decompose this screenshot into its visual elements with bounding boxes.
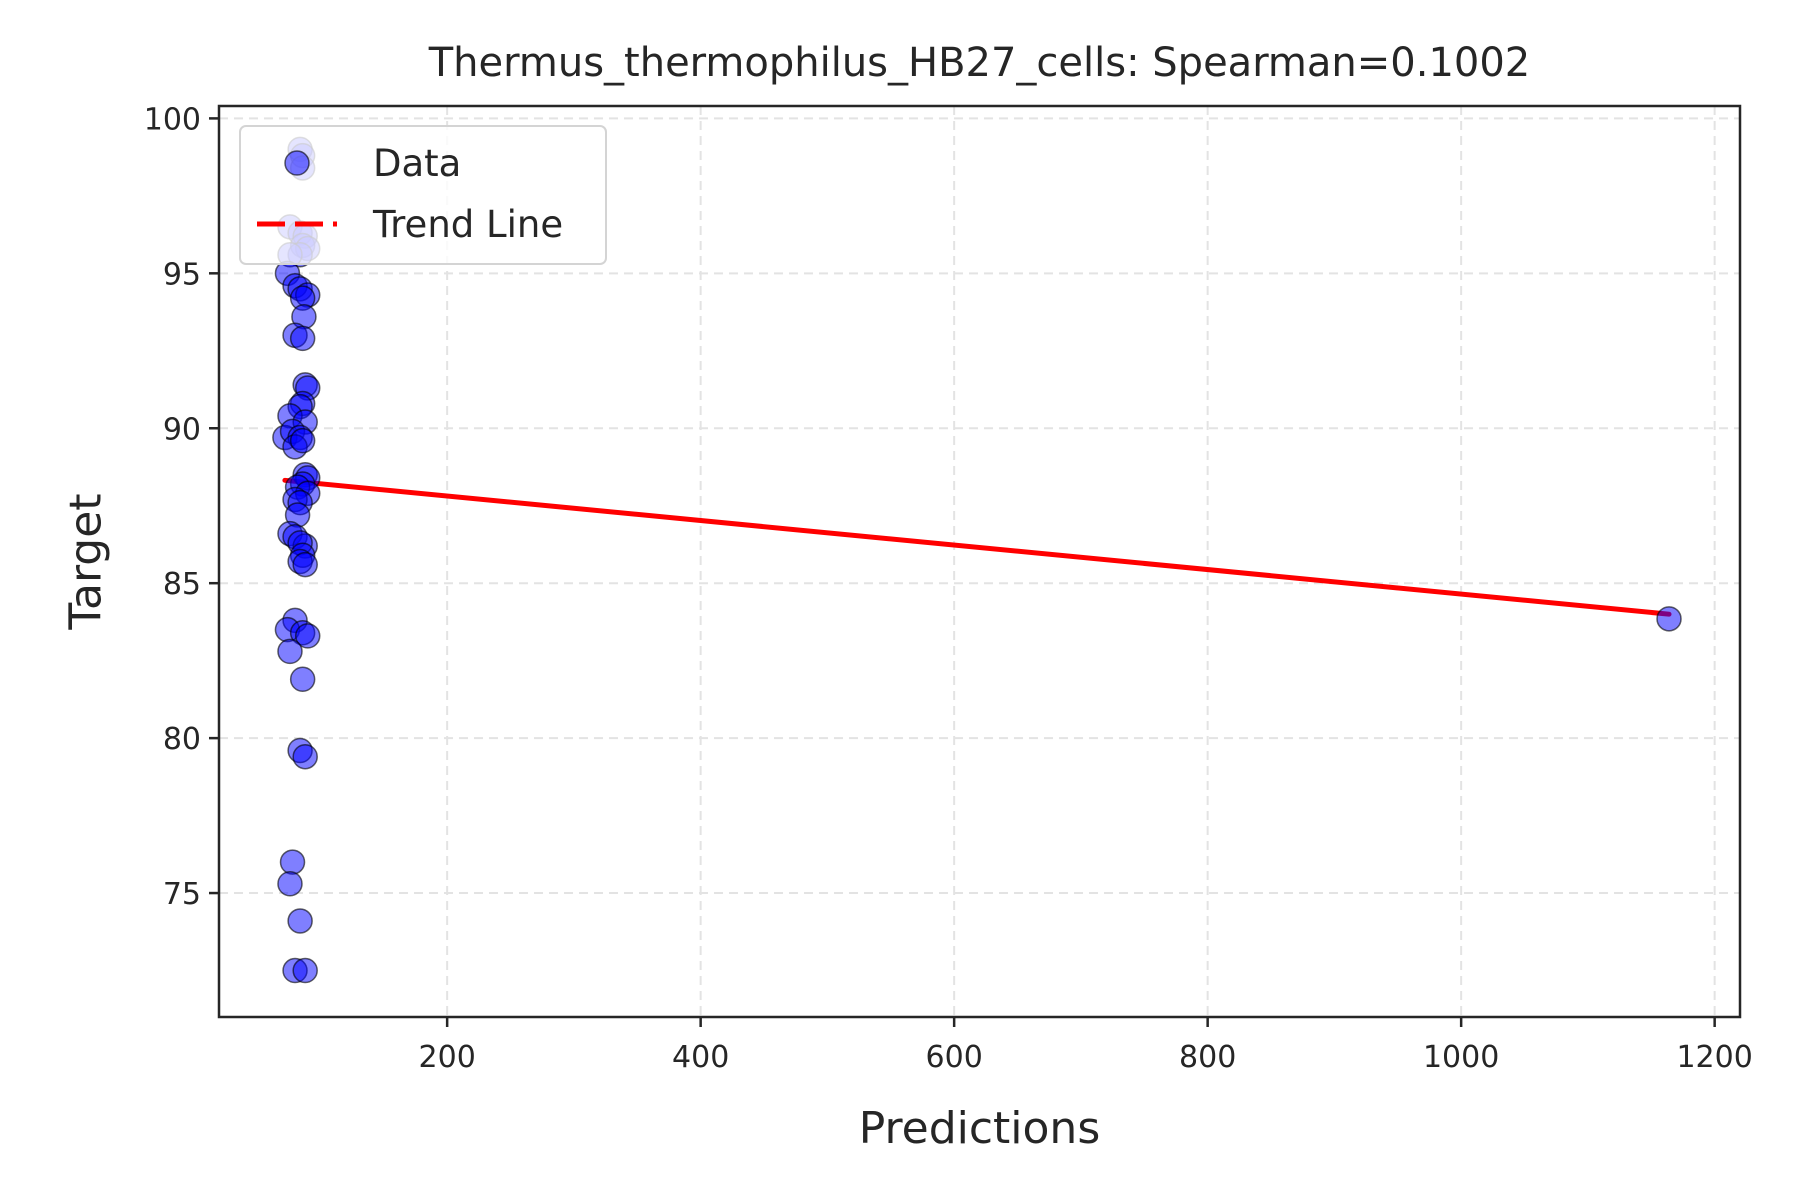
data-point	[277, 638, 303, 665]
x-tick-label: 1000	[1423, 1040, 1499, 1075]
axis-ticks: 200 400 600 800 1000 1200 75 80 85 90 95 100	[144, 102, 1753, 1075]
y-tick-label: 75	[163, 877, 201, 912]
legend-trend-label: Trend Line	[372, 203, 563, 246]
legend-data-marker	[284, 150, 310, 176]
y-axis-label: Target	[60, 493, 111, 630]
x-tick-label: 400	[672, 1040, 729, 1075]
data-point	[289, 666, 316, 692]
x-tick-label: 1200	[1676, 1040, 1752, 1075]
trend-line-layer	[282, 477, 1672, 617]
data-point	[277, 871, 303, 897]
data-point	[292, 551, 318, 578]
data-point	[292, 957, 318, 984]
chart-title: Thermus_thermophilus_HB27_cells: Spearma…	[428, 40, 1531, 86]
data-point	[279, 849, 306, 875]
y-tick-label: 95	[163, 257, 201, 292]
legend: Data Trend Line	[239, 125, 607, 265]
y-tick-label: 90	[163, 412, 201, 447]
data-point	[294, 623, 321, 649]
data-point	[289, 325, 316, 352]
x-tick-label: 200	[419, 1040, 476, 1075]
x-tick-label: 600	[926, 1040, 983, 1075]
x-tick-label: 800	[1179, 1040, 1236, 1075]
legend-data-label: Data	[373, 142, 461, 185]
y-tick-label: 85	[163, 567, 201, 602]
data-point	[292, 743, 318, 770]
data-point	[1656, 606, 1682, 632]
y-tick-label: 100	[144, 102, 201, 137]
data-point	[287, 908, 313, 934]
trend-line	[282, 477, 1672, 617]
legend-box	[239, 125, 607, 265]
plot-frame	[217, 104, 1742, 1019]
data-point	[289, 427, 316, 454]
x-axis-label: Predictions	[859, 1103, 1101, 1154]
y-tick-label: 80	[163, 722, 201, 757]
